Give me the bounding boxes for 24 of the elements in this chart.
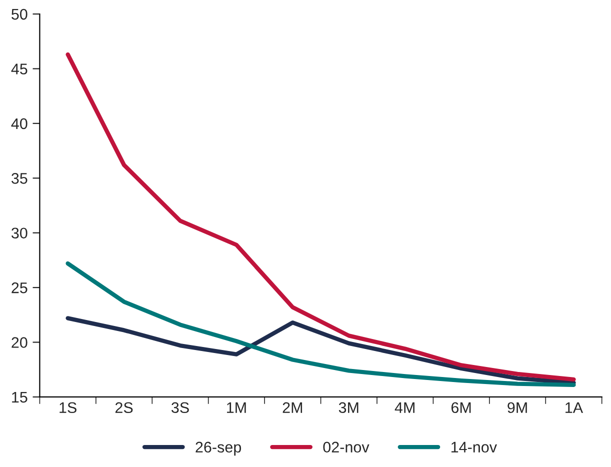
line-series — [66, 261, 576, 387]
x-tick-label: 6M — [451, 402, 471, 414]
y-tick-label: 25 — [12, 282, 28, 294]
y-tick-label: 40 — [11, 118, 28, 130]
line-series — [66, 52, 576, 382]
x-tick-label: 1A — [566, 402, 584, 413]
x-tick-label: 2M — [282, 402, 302, 413]
legend-label: 02-nov — [323, 442, 370, 453]
y-tick-label: 20 — [12, 337, 28, 348]
legend-label: 14-nov — [451, 442, 497, 453]
legend-label: 26-sep — [196, 442, 242, 456]
x-tick-label: 1M — [227, 402, 246, 413]
x-tick-label: 9M — [508, 402, 527, 414]
y-tick-label: 15 — [12, 392, 28, 403]
y-tick-label: 45 — [11, 64, 28, 74]
x-tick-label: 2S — [115, 402, 133, 414]
x-tick-label: 4M — [394, 402, 414, 413]
x-tick-label: 3M — [338, 402, 358, 414]
line-series — [66, 316, 576, 385]
x-tick-label: 1S — [60, 402, 76, 414]
y-tick-label: 50 — [12, 8, 28, 20]
y-tick-label: 30 — [12, 228, 28, 239]
x-tick-label: 3S — [171, 402, 189, 414]
y-tick-label: 35 — [12, 172, 28, 184]
